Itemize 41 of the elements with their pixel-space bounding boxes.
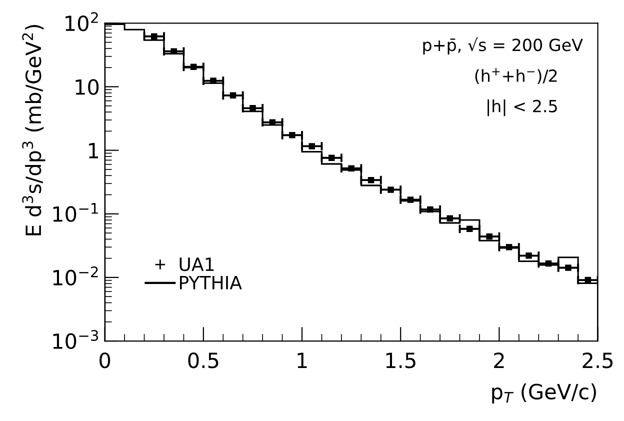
point (348, 165, 354, 172)
annotation: |h| < 2.5 (488, 99, 557, 116)
point (584, 276, 592, 284)
point (328, 154, 335, 161)
point (250, 105, 256, 112)
point (368, 176, 374, 184)
point (289, 132, 296, 138)
x-tick-label: 2 (494, 352, 504, 368)
x-tick-label: 0 (100, 352, 110, 368)
y-tick-label: 10$^{2}$ (66, 12, 98, 32)
point (230, 92, 236, 99)
x-tick-label: 0.5 (188, 352, 218, 368)
annotation: (h$^{+}$+h$^{−}$)/2 (475, 68, 557, 84)
point (486, 233, 492, 240)
point (526, 252, 532, 259)
point (407, 196, 414, 203)
y-tick-label: 10$^{−2}$ (53, 266, 98, 286)
point (269, 119, 276, 126)
point (565, 264, 572, 271)
point (210, 78, 216, 84)
y-tick-label: 10$^{−3}$ (53, 330, 98, 350)
point (151, 33, 158, 40)
point (388, 186, 394, 193)
x-tick-label: 1 (298, 352, 307, 368)
y-tick-label: 10$^{−1}$ (53, 203, 98, 222)
y-axis-title: E d$^{3}$s/dp$^{3}$ (mb/GeV$^{2}$) (22, 25, 46, 236)
x-tick-label: 2.5 (582, 352, 613, 368)
point (427, 206, 434, 213)
y-tick-label: 10 (76, 79, 99, 95)
x-tick-label: 1.5 (386, 352, 416, 368)
annotation: p+p̄, √s = 200 GeV (423, 37, 583, 54)
point (446, 215, 454, 222)
legend-label: PYTHIA (180, 276, 242, 290)
point (506, 244, 512, 250)
x-axis-title: p$_{T}$ (GeV/c) (492, 383, 596, 404)
point (308, 143, 315, 150)
point (466, 226, 473, 232)
point (545, 260, 552, 267)
legend-label: UA1 (180, 258, 214, 272)
point (190, 64, 197, 70)
y-tick-label: 1 (89, 143, 98, 158)
